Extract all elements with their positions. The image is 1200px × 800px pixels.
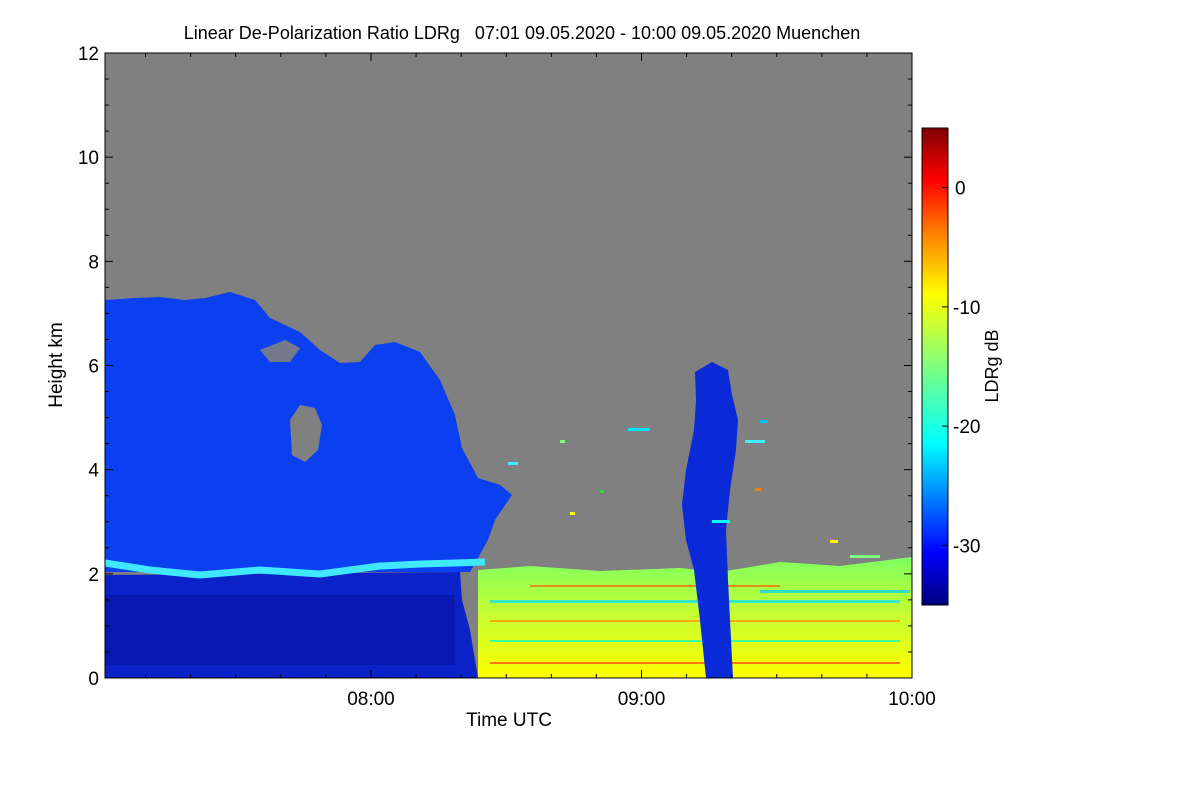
y-tick-label: 10 bbox=[78, 148, 99, 169]
y-tick-label: 4 bbox=[88, 461, 99, 482]
aerosol-speckle bbox=[490, 585, 910, 664]
boundary-layer-aerosol bbox=[478, 557, 912, 678]
colorbar: 0 -10 -20 -30 LDRg dB bbox=[921, 127, 1002, 606]
x-axis-label: Time UTC bbox=[466, 710, 552, 731]
colorbar-ticks: 0 -10 -20 -30 bbox=[942, 179, 980, 557]
lower-cloud-core bbox=[105, 595, 455, 665]
y-tick-label: 6 bbox=[88, 357, 99, 378]
x-tick-label: 09:00 bbox=[618, 689, 666, 710]
colorbar-gradient bbox=[921, 127, 949, 606]
y-tick-label: 12 bbox=[78, 44, 99, 65]
x-tick-label: 08:00 bbox=[347, 689, 395, 710]
cloud-gap bbox=[290, 405, 322, 462]
x-axis: 08:00 09:00 10:00 bbox=[145, 53, 936, 710]
colorbar-tick-label: -20 bbox=[953, 417, 980, 438]
y-axis: 0 2 4 6 8 10 12 bbox=[78, 44, 912, 690]
colorbar-tick-label: 0 bbox=[955, 179, 966, 200]
colorbar-label: LDRg dB bbox=[982, 329, 1002, 402]
x-tick-label: 10:00 bbox=[888, 689, 936, 710]
colorbar-tick-label: -30 bbox=[953, 536, 980, 557]
depolarizing-layer bbox=[105, 558, 486, 579]
y-tick-label: 2 bbox=[88, 565, 99, 586]
scattered-echoes bbox=[508, 420, 880, 558]
high-cloud-upper-hole bbox=[260, 340, 300, 362]
chart-title: Linear De-Polarization Ratio LDRg 07:01 … bbox=[184, 23, 860, 43]
plot-area bbox=[105, 53, 912, 678]
precipitation-column bbox=[682, 362, 738, 678]
y-axis-label: Height km bbox=[46, 322, 67, 408]
y-tick-label: 0 bbox=[88, 669, 99, 690]
colorbar-tick-label: -10 bbox=[953, 298, 980, 319]
y-tick-label: 8 bbox=[88, 252, 99, 273]
